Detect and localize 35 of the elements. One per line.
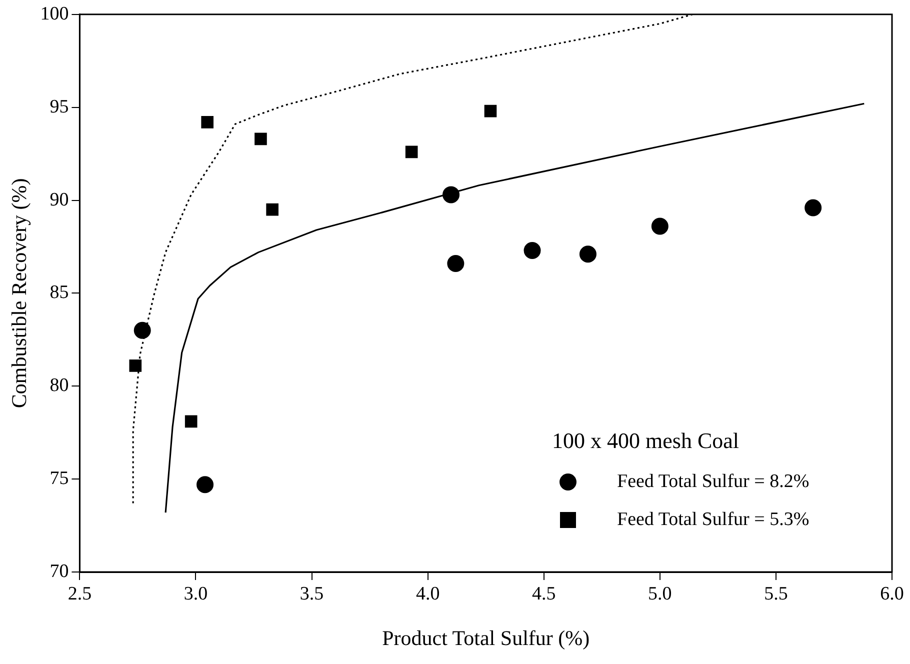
point xyxy=(129,360,142,372)
point xyxy=(524,242,541,259)
x-tick-label: 3.0 xyxy=(184,583,208,604)
point xyxy=(196,476,214,494)
x-tick-label: 6.0 xyxy=(880,583,904,604)
point xyxy=(447,254,464,272)
x-tick-label: 4.5 xyxy=(532,583,556,604)
x-tick-label: 4.0 xyxy=(416,583,440,604)
point xyxy=(266,203,278,216)
point xyxy=(254,132,267,146)
x-tick-label: 2.5 xyxy=(68,583,92,604)
point xyxy=(134,322,151,339)
legend-label: Feed Total Sulfur = 5.3% xyxy=(617,508,810,530)
point xyxy=(651,218,668,235)
point xyxy=(579,246,596,263)
y-axis-title: Combustible Recovery (%) xyxy=(7,178,32,408)
y-tick-label: 85 xyxy=(50,282,69,304)
y-tick-label: 100 xyxy=(40,3,69,24)
point xyxy=(804,199,822,216)
point xyxy=(184,415,198,428)
y-tick-label: 95 xyxy=(50,96,69,118)
y-tick-label: 90 xyxy=(50,189,69,210)
y-tick-label: 70 xyxy=(50,560,69,582)
legend-label: Feed Total Sulfur = 8.2% xyxy=(617,470,810,492)
point xyxy=(484,104,497,118)
x-tick-label: 5.5 xyxy=(764,583,788,604)
point xyxy=(405,146,418,158)
x-tick-label: 3.5 xyxy=(300,583,324,604)
y-tick-label: 75 xyxy=(50,468,69,490)
legend-title: 100 x 400 mesh Coal xyxy=(552,428,739,453)
x-axis-title: Product Total Sulfur (%) xyxy=(382,626,590,650)
point xyxy=(442,186,460,204)
y-tick-label: 80 xyxy=(50,375,69,396)
point xyxy=(201,116,214,128)
x-tick-label: 5.0 xyxy=(648,583,672,604)
